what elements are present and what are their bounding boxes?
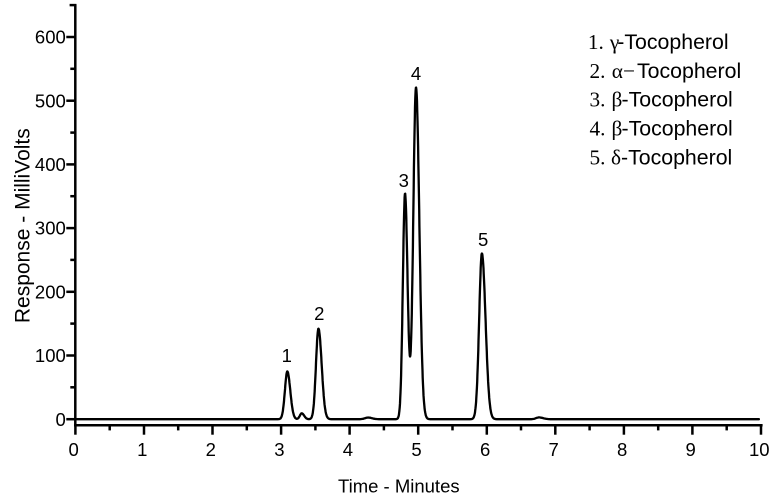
svg-text:Response - MilliVolts: Response - MilliVolts — [12, 128, 35, 323]
svg-text:5.δ-Tocopherol: 5. δ-Tocopherol — [590, 145, 733, 169]
svg-text:2: 2 — [314, 303, 324, 324]
svg-text:1: 1 — [282, 345, 292, 366]
svg-text:0: 0 — [56, 409, 66, 430]
svg-text:500: 500 — [35, 90, 66, 111]
svg-text:1.γ-Tocopherol: 1. γ-Tocopherol — [588, 30, 729, 54]
svg-text:2: 2 — [206, 439, 216, 460]
svg-text:5: 5 — [478, 229, 488, 250]
svg-text:4.β-Tocopherol: 4. β-Tocopherol — [590, 117, 733, 141]
svg-text:200: 200 — [35, 281, 66, 302]
svg-text:Time - Minutes: Time - Minutes — [338, 475, 460, 496]
svg-text:3: 3 — [399, 170, 409, 191]
svg-text:1: 1 — [137, 439, 147, 460]
svg-text:100: 100 — [35, 345, 66, 366]
svg-text:300: 300 — [35, 218, 66, 239]
svg-text:2.α−Tocopherol: 2. α−Tocopherol — [590, 59, 742, 83]
svg-text:8: 8 — [617, 439, 627, 460]
svg-text:7: 7 — [548, 439, 558, 460]
svg-text:0: 0 — [69, 439, 79, 460]
svg-text:5: 5 — [411, 439, 421, 460]
svg-text:6: 6 — [480, 439, 490, 460]
svg-text:3: 3 — [274, 439, 284, 460]
svg-text:400: 400 — [35, 154, 66, 175]
svg-text:3.β-Tocopherol: 3. β-Tocopherol — [590, 88, 733, 112]
svg-text:4: 4 — [343, 439, 353, 460]
svg-text:10: 10 — [749, 439, 770, 460]
svg-text:600: 600 — [35, 27, 66, 48]
svg-text:4: 4 — [411, 63, 421, 84]
svg-text:9: 9 — [686, 439, 696, 460]
